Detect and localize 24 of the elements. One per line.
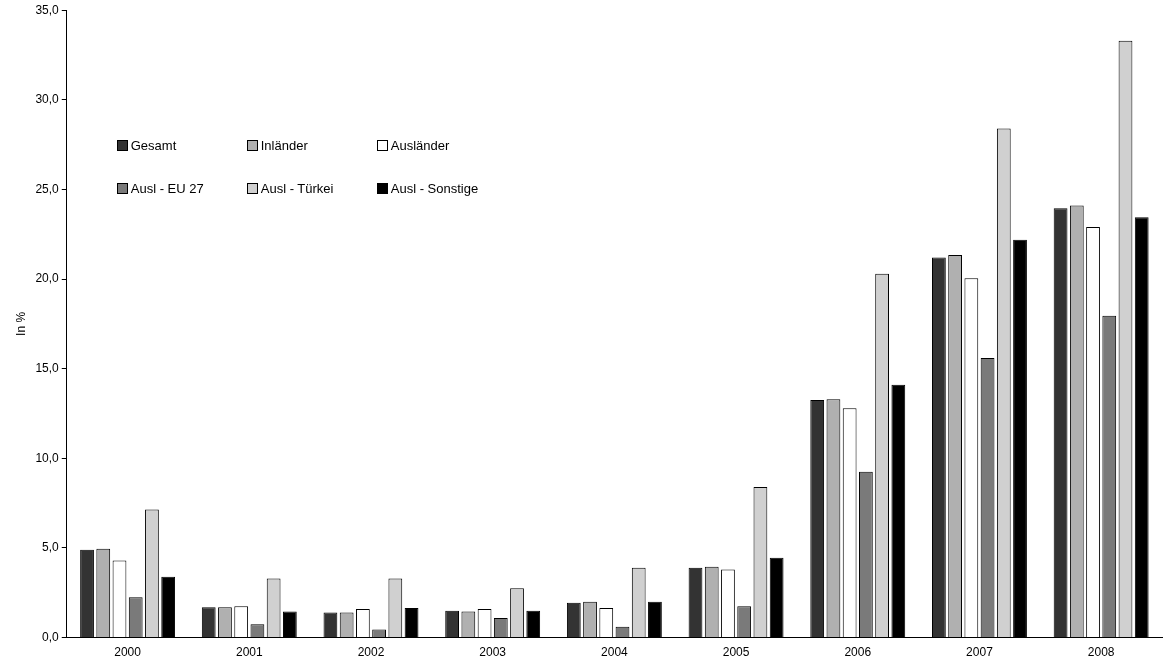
y-tick-label: 35,0	[35, 2, 60, 17]
y-axis-title: In %	[13, 311, 28, 336]
y-tick-label: 30,0	[35, 92, 60, 107]
legend-label: Inländer	[259, 138, 309, 154]
legend-label: Ausl - EU 27	[129, 181, 205, 197]
y-tick-label: 5,0	[42, 540, 60, 555]
legend-label: Gesamt	[129, 138, 178, 154]
x-tick-label: 2006	[844, 645, 872, 660]
y-tick-label: 20,0	[35, 271, 60, 286]
y-tick-label: 0,0	[42, 629, 60, 644]
y-tick-label: 25,0	[35, 181, 60, 196]
legend-label: Ausl - Türkei	[259, 181, 335, 197]
x-tick-label: 2000	[114, 645, 142, 660]
x-tick-label: 2007	[966, 645, 994, 660]
legend-label: Ausländer	[389, 138, 451, 154]
y-tick-label: 10,0	[35, 450, 60, 465]
x-tick-label: 2001	[235, 645, 263, 660]
x-tick-label: 2004	[601, 645, 629, 660]
x-tick-label: 2002	[357, 645, 385, 660]
y-tick-label: 15,0	[35, 361, 60, 376]
legend-label: Ausl - Sonstige	[389, 181, 480, 197]
x-tick-label: 2008	[1087, 645, 1115, 660]
x-tick-label: 2005	[722, 645, 750, 660]
x-tick-label: 2003	[479, 645, 507, 660]
